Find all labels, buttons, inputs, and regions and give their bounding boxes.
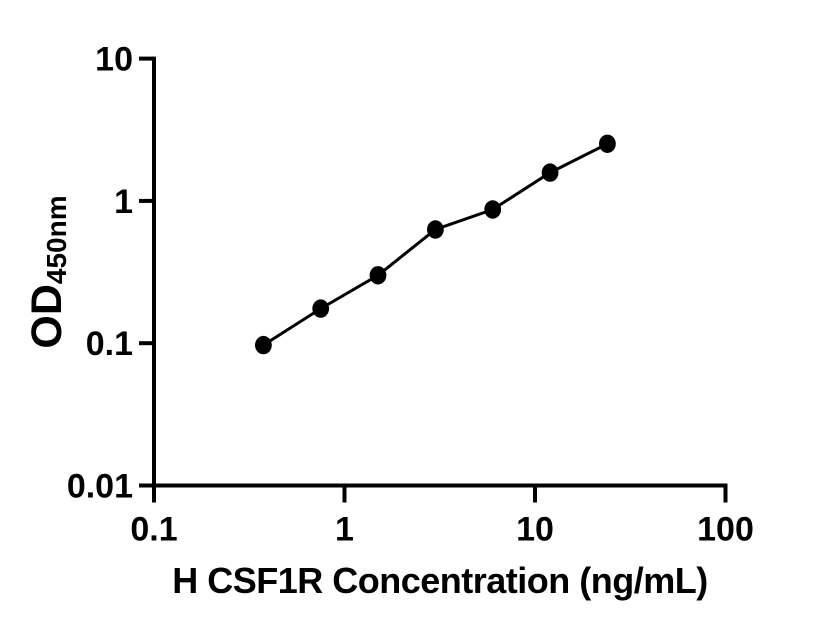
y-tick-label: 10: [95, 41, 133, 79]
data-point-marker: [427, 220, 444, 239]
x-axis-title: H CSF1R Concentration (ng/mL): [172, 560, 708, 601]
data-point-marker: [369, 266, 387, 285]
x-tick-label: 1: [335, 511, 354, 549]
y-tick-label: 0.1: [86, 325, 133, 363]
y-axis-title: OD450nm: [23, 195, 73, 348]
data-point-marker: [484, 200, 502, 219]
x-tick-label: 10: [516, 511, 554, 549]
data-point-marker: [541, 163, 559, 182]
x-tick-label: 100: [697, 511, 754, 549]
x-tick-label: 0.1: [130, 511, 177, 549]
y-tick-label: 1: [114, 183, 133, 221]
data-point-marker: [312, 299, 330, 318]
y-axis-title-subscript: 450nm: [41, 195, 72, 285]
y-axis-title-main: OD: [23, 284, 71, 349]
data-point-marker: [599, 134, 616, 153]
data-point-marker: [255, 335, 272, 355]
y-tick-label: 0.01: [67, 468, 133, 506]
